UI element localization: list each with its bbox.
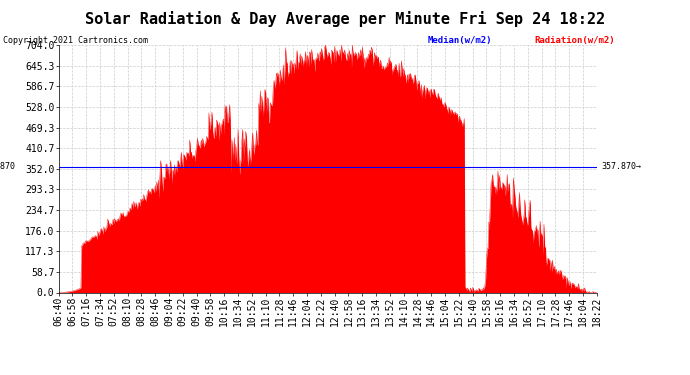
Text: Solar Radiation & Day Average per Minute Fri Sep 24 18:22: Solar Radiation & Day Average per Minute…	[85, 11, 605, 27]
Text: Radiation(w/m2): Radiation(w/m2)	[535, 36, 615, 45]
Text: 357.870→: 357.870→	[601, 162, 641, 171]
Text: Median(w/m2): Median(w/m2)	[428, 36, 492, 45]
Text: Copyright 2021 Cartronics.com: Copyright 2021 Cartronics.com	[3, 36, 148, 45]
Text: ←357.870: ←357.870	[0, 162, 15, 171]
